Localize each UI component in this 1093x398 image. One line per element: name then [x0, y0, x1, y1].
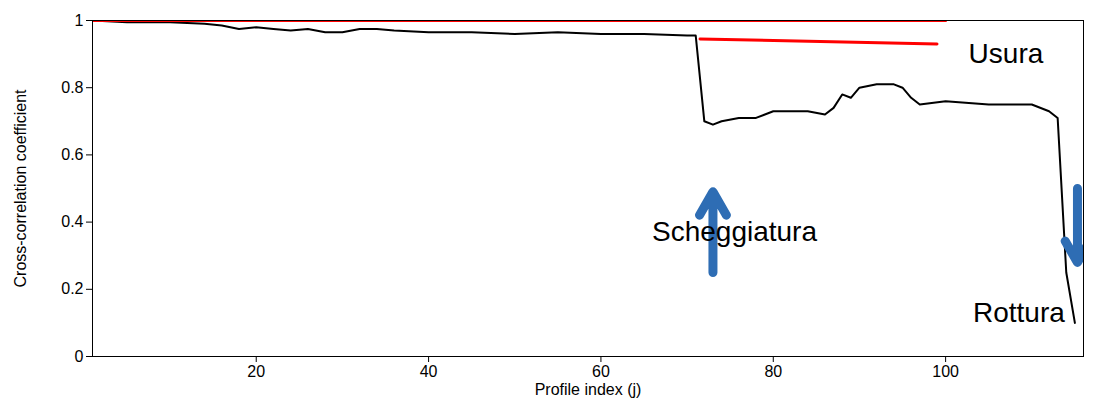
svg-text:Rottura: Rottura: [973, 297, 1065, 328]
svg-text:Scheggiatura: Scheggiatura: [652, 216, 817, 247]
svg-text:40: 40: [420, 363, 438, 380]
svg-text:0.8: 0.8: [61, 79, 83, 96]
svg-text:1: 1: [75, 12, 84, 29]
svg-text:0.4: 0.4: [61, 213, 83, 230]
svg-text:0.6: 0.6: [61, 146, 83, 163]
svg-text:Cross-correlation coefficient: Cross-correlation coefficient: [12, 89, 29, 288]
svg-text:Profile index (j): Profile index (j): [535, 381, 642, 398]
svg-text:20: 20: [247, 363, 265, 380]
svg-text:Usura: Usura: [969, 38, 1044, 69]
svg-text:60: 60: [592, 363, 610, 380]
svg-text:100: 100: [932, 363, 959, 380]
svg-text:80: 80: [764, 363, 782, 380]
svg-text:0: 0: [75, 348, 84, 365]
svg-text:0.2: 0.2: [61, 280, 83, 297]
